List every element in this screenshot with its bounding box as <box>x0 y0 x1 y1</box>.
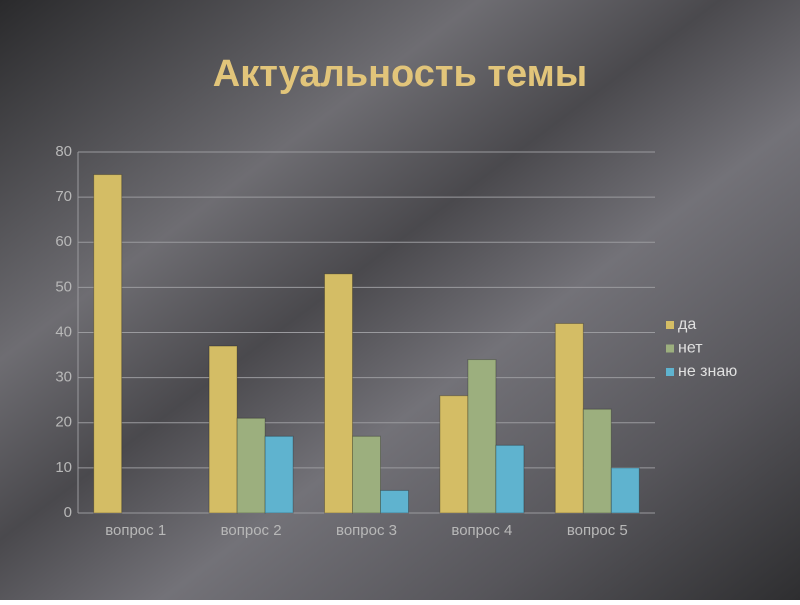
bar <box>495 444 525 514</box>
y-tick-label: 30 <box>55 369 72 386</box>
bar <box>324 273 353 514</box>
bar <box>93 174 123 514</box>
legend-label: не знаю <box>678 363 737 380</box>
legend-label: да <box>678 316 696 333</box>
y-tick-label: 50 <box>55 278 72 295</box>
bar <box>208 345 238 514</box>
y-tick-label: 0 <box>64 504 72 521</box>
y-tick-label: 70 <box>55 188 72 205</box>
x-tick-label: вопрос 1 <box>105 522 166 539</box>
legend-swatch <box>666 344 674 353</box>
bar <box>380 489 409 514</box>
x-tick-label: вопрос 4 <box>451 522 512 539</box>
bar <box>352 435 381 514</box>
legend-swatch <box>666 368 674 376</box>
legend-swatch <box>666 321 674 329</box>
bar <box>236 417 266 514</box>
bar <box>467 359 497 514</box>
y-tick-label: 80 <box>55 143 72 160</box>
bar <box>554 322 584 514</box>
y-tick-label: 20 <box>55 414 72 431</box>
x-tick-label: вопрос 5 <box>567 522 628 539</box>
y-tick-label: 40 <box>55 323 72 340</box>
bar <box>439 395 469 514</box>
bar <box>264 435 294 514</box>
bar <box>610 467 640 514</box>
bar <box>582 408 612 514</box>
x-tick-label: вопрос 2 <box>221 522 282 539</box>
x-tick-label: вопрос 3 <box>336 522 397 539</box>
legend-label: нет <box>678 340 703 357</box>
y-tick-label: 10 <box>55 459 72 476</box>
y-tick-label: 60 <box>55 233 72 250</box>
chart-title: Актуальность темы <box>213 53 587 95</box>
